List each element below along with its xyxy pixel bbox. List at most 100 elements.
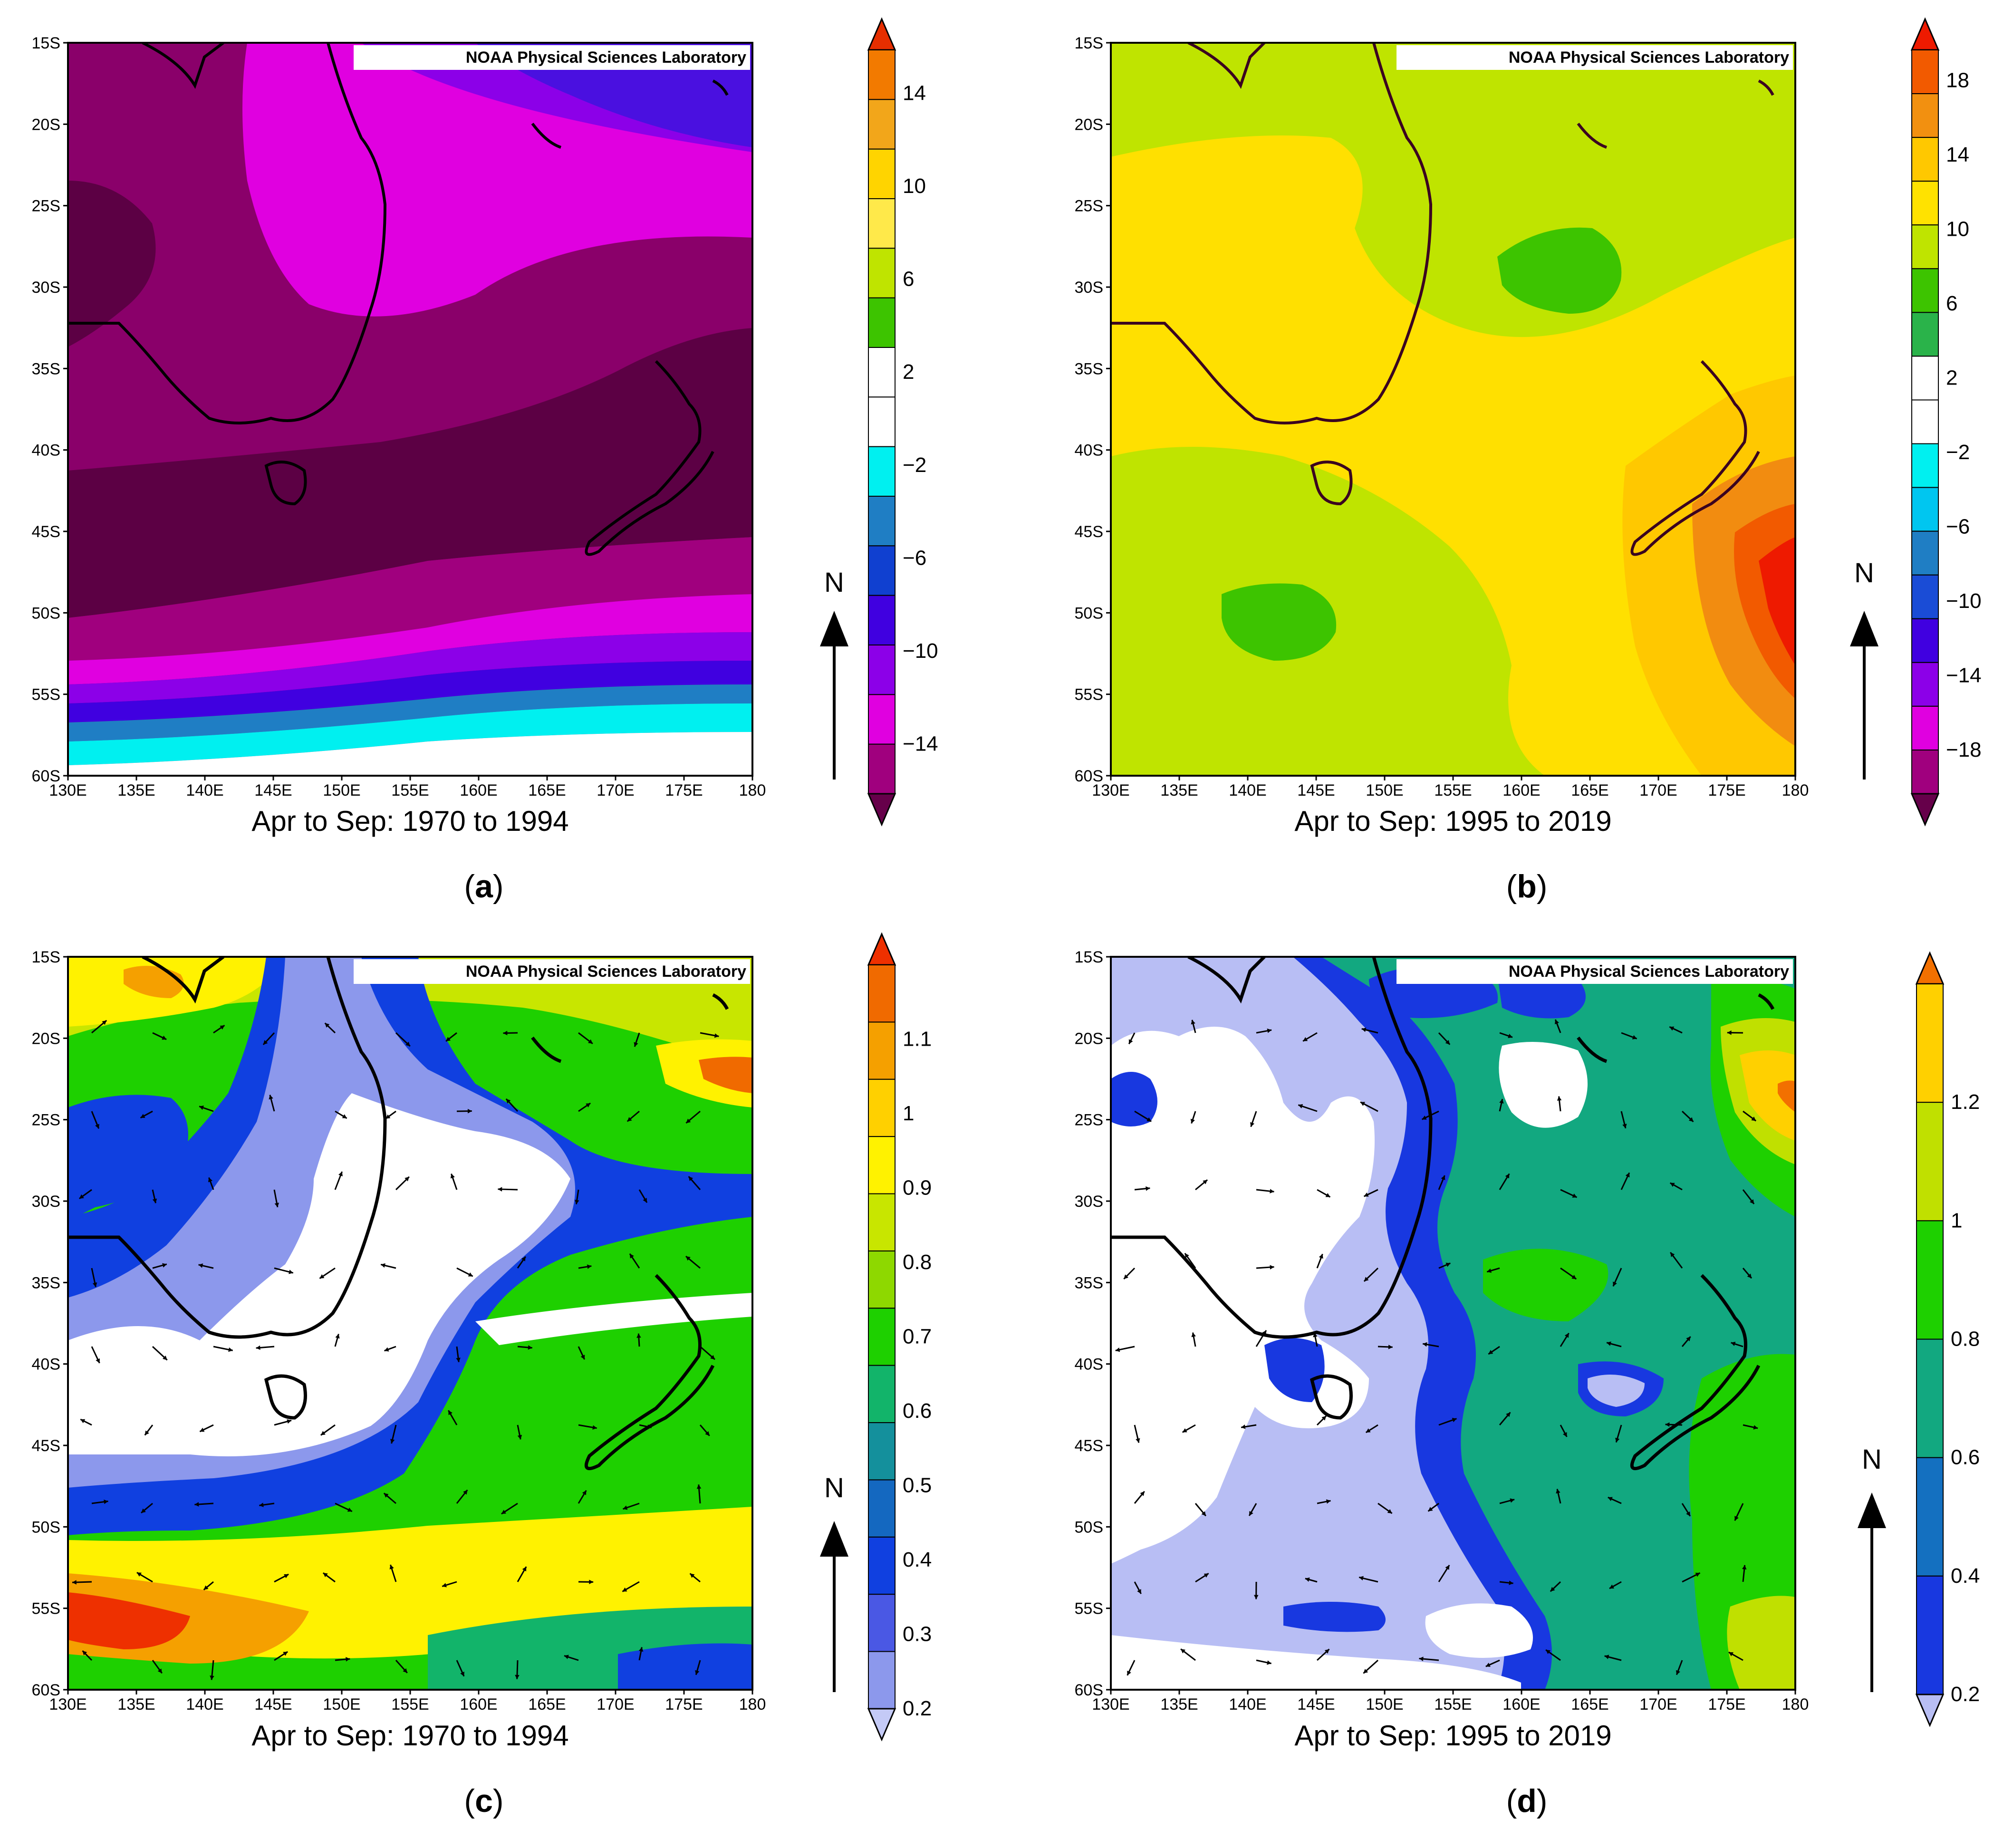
north-arrow-head-d xyxy=(1858,1492,1886,1528)
colorbar-swatch xyxy=(868,1308,895,1365)
colorbar-swatch xyxy=(1912,137,1938,181)
x-tick-label: 135E xyxy=(117,781,155,799)
colorbar-c: 1.110.90.80.70.60.50.40.30.2 xyxy=(868,934,932,1740)
colorbar-bottom-arrow xyxy=(868,794,895,825)
colorbar-label: 0.4 xyxy=(1951,1564,1980,1588)
x-tick-label: 180 xyxy=(1782,781,1809,799)
x-tick-label: 170E xyxy=(597,781,634,799)
colorbar-swatch xyxy=(868,99,895,149)
north-label-a: N xyxy=(824,567,844,598)
colorbar-swatch xyxy=(868,496,895,546)
y-tick-label: 35S xyxy=(1075,1274,1104,1292)
y-tick-label: 25S xyxy=(32,1111,61,1129)
colorbar-top-arrow xyxy=(1917,953,1943,984)
colorbar-label: 0.7 xyxy=(903,1325,932,1348)
y-tick-label: 35S xyxy=(32,360,61,378)
x-tick-label: 165E xyxy=(1571,1695,1608,1713)
colorbar-label: −14 xyxy=(1946,664,1982,687)
colorbar-swatch xyxy=(868,744,895,794)
x-tick-label: 170E xyxy=(597,1695,634,1713)
colorbar-label: −6 xyxy=(1946,515,1970,538)
x-tick-label: 145E xyxy=(254,1695,292,1713)
y-tick-label: 55S xyxy=(32,686,61,704)
colorbar-label: −2 xyxy=(903,453,926,477)
y-tick-label: 45S xyxy=(32,523,61,541)
x-tick-label: 140E xyxy=(1229,781,1266,799)
panel-label-c: (c) xyxy=(464,1783,503,1819)
y-tick-label: 40S xyxy=(1075,442,1104,460)
colorbar-swatch xyxy=(1912,225,1938,269)
credit-text-a: NOAA Physical Sciences Laboratory xyxy=(466,48,746,67)
colorbar-label: 0.8 xyxy=(1951,1328,1980,1351)
y-tick-label: 30S xyxy=(1075,1193,1104,1211)
x-tick-label: 170E xyxy=(1639,781,1677,799)
colorbar-swatch xyxy=(1917,1458,1943,1576)
x-tick-label: 160E xyxy=(460,781,497,799)
colorbar-swatch xyxy=(1912,356,1938,400)
panel-letter-c: c xyxy=(475,1783,493,1819)
y-tick-label: 20S xyxy=(1075,1030,1104,1048)
x-tick-label: 160E xyxy=(460,1695,497,1713)
colorbar-swatch xyxy=(868,50,895,99)
x-tick-label: 160E xyxy=(1503,781,1540,799)
x-tick-label: 135E xyxy=(1160,781,1198,799)
colorbar-label: 1.1 xyxy=(903,1028,932,1051)
north-arrow-a: N xyxy=(820,567,848,780)
y-tick-label: 60S xyxy=(32,1681,61,1699)
colorbar-swatch xyxy=(868,298,895,347)
y-tick-label: 45S xyxy=(1075,1437,1104,1455)
y-tick-label: 55S xyxy=(32,1600,61,1618)
y-tick-label: 25S xyxy=(32,197,61,215)
y-tick-label: 45S xyxy=(1075,523,1104,541)
x-tick-label: 150E xyxy=(323,781,360,799)
y-tick-label: 20S xyxy=(32,1030,61,1048)
caption-b: Apr to Sep: 1995 to 2019 xyxy=(1294,805,1611,837)
colorbar-swatch xyxy=(868,1079,895,1136)
colorbar-bottom-arrow xyxy=(1917,1694,1943,1725)
colorbar-swatch xyxy=(1917,1576,1943,1694)
x-tick-label: 140E xyxy=(186,1695,223,1713)
colorbar-swatch xyxy=(1912,400,1938,443)
y-tick-label: 15S xyxy=(1075,948,1104,966)
colorbar-label: 1 xyxy=(903,1102,914,1125)
colorbar-label: −2 xyxy=(1946,441,1970,464)
field-band-yellowgreen-se xyxy=(1727,1596,1795,1690)
y-tick-label: 40S xyxy=(32,442,61,460)
colorbar-swatch xyxy=(868,447,895,496)
colorbar-swatch xyxy=(868,199,895,248)
panel-a-map-field xyxy=(68,43,752,776)
colorbar-swatch xyxy=(1912,50,1938,94)
x-tick-label: 155E xyxy=(391,781,429,799)
north-label-b: N xyxy=(1854,558,1874,588)
x-tick-label: 145E xyxy=(1297,1695,1335,1713)
y-tick-label: 15S xyxy=(1075,34,1104,52)
colorbar-swatch xyxy=(1912,619,1938,663)
y-tick-label: 20S xyxy=(1075,116,1104,134)
colorbar-swatch xyxy=(868,596,895,645)
colorbar-swatch xyxy=(1912,488,1938,531)
colorbar-swatch xyxy=(1917,1221,1943,1339)
colorbar-label: −10 xyxy=(1946,589,1982,613)
y-tick-label: 45S xyxy=(32,1437,61,1455)
x-tick-label: 145E xyxy=(254,781,292,799)
x-tick-label: 180 xyxy=(739,1695,766,1713)
colorbar-swatch xyxy=(868,347,895,397)
colorbar-label: −14 xyxy=(903,732,938,756)
y-tick-label: 50S xyxy=(1075,1518,1104,1536)
panel-letter-a: a xyxy=(475,868,493,905)
colorbar-swatch xyxy=(868,1366,895,1423)
y-tick-label: 50S xyxy=(32,604,61,622)
panel-label-b: (b) xyxy=(1506,868,1548,905)
colorbar-label: 10 xyxy=(903,174,926,198)
x-tick-label: 135E xyxy=(1160,1695,1198,1713)
colorbar-d: 1.210.80.60.40.2 xyxy=(1917,953,1980,1725)
north-label-c: N xyxy=(824,1473,844,1503)
colorbar-swatch xyxy=(868,1652,895,1709)
colorbar-swatch xyxy=(1917,984,1943,1102)
